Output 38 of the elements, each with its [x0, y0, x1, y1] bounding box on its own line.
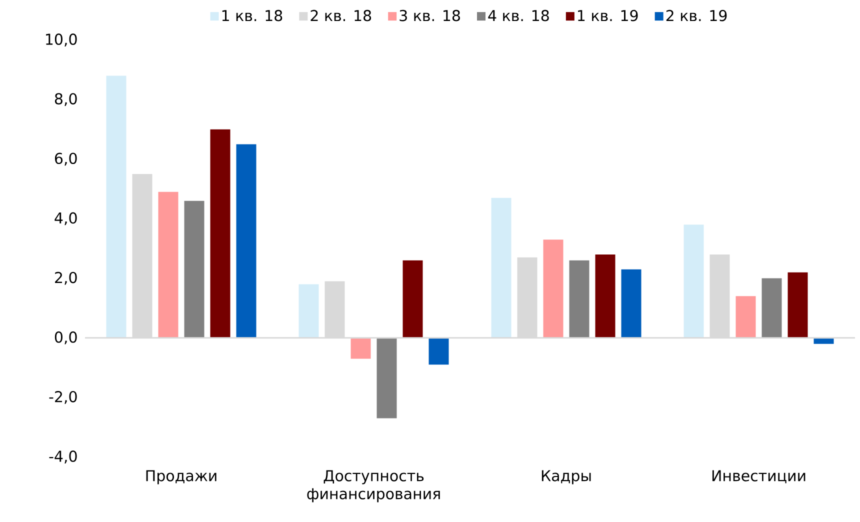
bar: [428, 338, 449, 365]
x-tick-label: Доступность финансирования: [307, 470, 440, 502]
x-tick-label: Инвестиции: [712, 470, 806, 484]
bar: [684, 224, 704, 338]
legend-label: 2 кв. 19: [666, 10, 727, 22]
y-tick-label: 8,0: [54, 93, 77, 106]
bar: [210, 129, 230, 338]
y-tick-label: 10,0: [46, 34, 77, 46]
bar: [402, 260, 423, 338]
bar: [595, 254, 616, 338]
bar: [788, 272, 808, 338]
bar: [158, 192, 178, 338]
bar: [350, 338, 371, 359]
bar: [184, 200, 204, 338]
legend-label: 1 кв. 19: [578, 10, 638, 22]
legend-label: 2 кв. 18: [310, 10, 372, 22]
bar: [621, 269, 642, 338]
y-tick-label: 2,0: [55, 272, 77, 285]
bar: [236, 144, 256, 338]
legend-label: 1 кв. 18: [222, 10, 282, 22]
x-tick-label: Кадры: [542, 470, 591, 484]
bar: [106, 76, 126, 338]
bar: [376, 338, 397, 418]
y-tick-label: -4,0: [49, 450, 77, 464]
bar: [298, 284, 319, 338]
bar: [762, 278, 782, 338]
bar: [736, 296, 756, 338]
bar: [814, 338, 834, 344]
legend-label: 4 кв. 18: [488, 10, 549, 22]
y-tick-label: 4,0: [54, 212, 77, 226]
bar: [491, 198, 512, 338]
y-tick-label: 6,0: [54, 152, 77, 166]
x-tick-label: Продажи: [146, 470, 216, 484]
legend-label: 3 кв. 18: [400, 10, 460, 22]
bar: [543, 240, 564, 338]
y-tick-label: -2,0: [49, 390, 77, 404]
y-tick-label: 0,0: [54, 331, 77, 344]
bar: [569, 260, 590, 338]
